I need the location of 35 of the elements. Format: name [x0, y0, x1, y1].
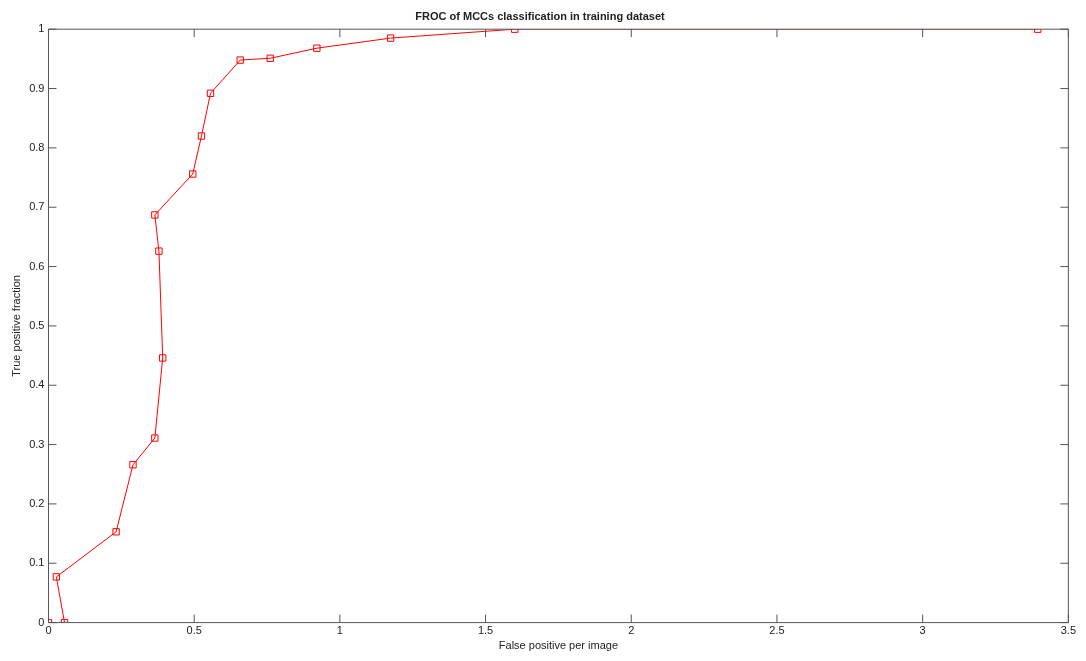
x-tick-label: 1.5: [477, 624, 494, 637]
point: [206, 89, 215, 97]
y-tick-label: 0: [38, 615, 45, 628]
point: [52, 573, 61, 581]
chart-title: FROC of MCCs classification in training dataset: [415, 9, 666, 22]
x-tick-label: 0.5: [186, 624, 202, 637]
point: [266, 54, 274, 62]
y-tick-label: 0.9: [29, 81, 45, 94]
x-tick-label: 2.5: [769, 624, 785, 637]
point: [236, 56, 244, 64]
point: [189, 170, 197, 178]
x-tick-label: 1: [336, 624, 343, 637]
point: [151, 434, 159, 442]
point: [112, 528, 120, 536]
y-tick-label: 0.3: [29, 437, 45, 450]
y-tick-label: 1: [38, 22, 45, 35]
y-tick-label: 0.4: [29, 378, 45, 391]
point: [159, 354, 167, 362]
point: [155, 247, 163, 255]
y-tick-label: 0.8: [29, 140, 45, 153]
y-tick-label: 0.2: [29, 496, 45, 509]
x-tick-label: 3: [919, 624, 926, 637]
point: [197, 132, 206, 140]
point: [151, 211, 159, 219]
x-tick-label: 2: [628, 624, 635, 637]
y-axis-title: True positive fraction: [9, 275, 22, 377]
point: [129, 461, 137, 469]
x-tick-label: 3.5: [1060, 624, 1076, 637]
y-tick-label: 0.1: [29, 556, 45, 569]
y-tick-label: 0.6: [29, 259, 45, 272]
point: [386, 34, 395, 42]
point: [313, 44, 321, 52]
y-tick-label: 0.5: [29, 318, 45, 331]
y-tick-label: 0.7: [29, 200, 45, 213]
x-axis-title: False positive per image: [498, 639, 619, 652]
